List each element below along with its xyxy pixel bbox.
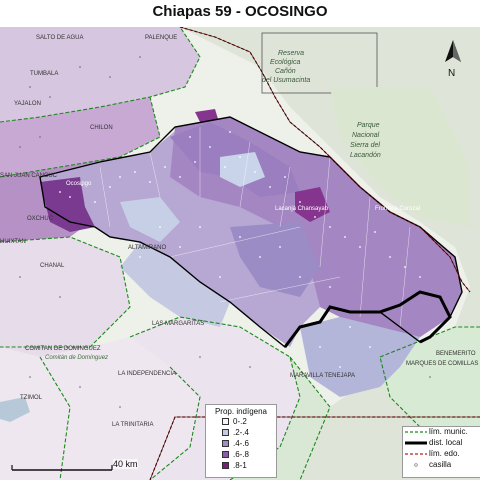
south-lobe [300,317,420,397]
legend-swatch [222,418,229,425]
legend-line-state: lím. edo. [403,449,480,460]
legend-line-label: lím. munic. [429,427,468,436]
altamirano-area [120,242,230,327]
dark-patch-north [195,109,218,122]
legend-line-casilla: casilla [403,460,480,471]
legend-label: .4-.6 [233,439,250,448]
north-label: N [448,68,455,79]
district-outline [39,116,463,348]
legend-item: .2-.4 [222,427,276,438]
maravilla-area [230,357,330,480]
southern-border-line [149,416,480,480]
label-lacanja: Lacanjá Chansayab [275,206,329,212]
label-palenque: PALENQUE [145,35,177,41]
label-san-juan-cancuc: SAN JUAN CANCUC [0,173,58,179]
dark-patch-west [40,177,95,232]
legend-label: .2-.4 [233,428,250,437]
label-la-independencia: LA INDEPENDENCIA [118,371,176,377]
label-reserva: Reserva Ecológica Cañón del Usumacinta [262,50,310,84]
legend-swatch [222,429,229,436]
legend-swatch [222,462,229,469]
dark-patch-central [295,187,330,222]
label-comitan-town: Comitán de Domínguez [45,355,108,361]
legend-label: .8-1 [233,461,247,470]
reserve-frame [261,32,378,94]
legend-line-label: casilla [429,460,452,469]
map-title: Chiapas 59 - OCOSINGO [152,3,328,20]
label-la-trinitaria: LA TRINITARIA [112,422,153,428]
north-municipalities [0,27,200,122]
legend-line-municipal: lím. munic. [403,427,480,438]
map-area[interactable]: SALTO DE AGUA PALENQUE TUMBALA YAJALON C… [0,27,480,480]
parque-area [330,87,470,227]
label-las-margaritas: LAS MARGARITAS [152,321,204,327]
legend-item: .4-.6 [222,438,276,449]
district-boundary-thick [283,290,452,348]
label-parque: Parque Nacional Sierra del Lacandón [350,122,382,159]
legend-item: 0-.2 [222,416,276,427]
label-yajalon: YAJALON [14,101,41,107]
label-ocosingo-town: Ocosingo [66,181,92,187]
scale-bar [10,460,150,474]
casilla-dots-outside [19,56,431,408]
label-chanal: CHANAL [40,263,65,269]
municipal-limits [0,27,480,480]
label-maravilla-tenejapa: MARAVILLA TENEJAPA [290,373,355,379]
label-salto-de-agua: SALTO DE AGUA [36,35,83,41]
north-arrow-icon: N [445,40,461,79]
label-tumbala: TUMBALA [30,71,58,77]
legend-item: .8-1 [222,460,276,471]
legend-label: .6-.8 [233,450,250,459]
legend-line-label: lím. edo. [429,449,460,458]
label-altamirano: ALTAMIRANO [128,245,166,251]
light-patch [120,197,180,242]
south-central-area [230,222,320,297]
state-limit-line [179,27,471,293]
scale-label: 40 km [113,459,138,469]
legend-label: 0-.2 [233,417,247,426]
legend-title: Prop. indígena [214,407,268,416]
legend-swatch [222,440,229,447]
inner-boundaries [99,127,411,328]
light-patch-2 [220,152,265,187]
label-benemerito: BENEMERITO [436,351,476,357]
legend-line-district: dist. local [403,438,480,449]
lake-west [0,397,30,422]
legend-proportion: Prop. indígena 0-.2 .2-.4 .4-.6 .6-.8 .8… [205,404,277,478]
label-oxchuc: OXCHUC [27,216,54,222]
label-tzimol: TZIMOL [20,395,43,401]
chanal-area [0,237,130,357]
legend-swatch [222,451,229,458]
legend-item: .6-.8 [222,449,276,460]
label-chilon: CHILON [90,125,113,131]
label-marques-de-comillas: MARQUES DE COMILLAS [406,361,478,367]
legend-lines: lím. munic. dist. local lím. edo. casill… [402,426,480,478]
casilla-dots [59,131,421,368]
legend-line-label: dist. local [429,438,463,447]
label-huixtan: HUIXTAN [0,239,26,245]
north-arrow: N [440,38,466,80]
label-comitan-de-dominguez: COMITAN DE DOMINGUEZ [25,346,101,352]
label-frontera-corozal: Frontera Corozal [375,206,420,212]
